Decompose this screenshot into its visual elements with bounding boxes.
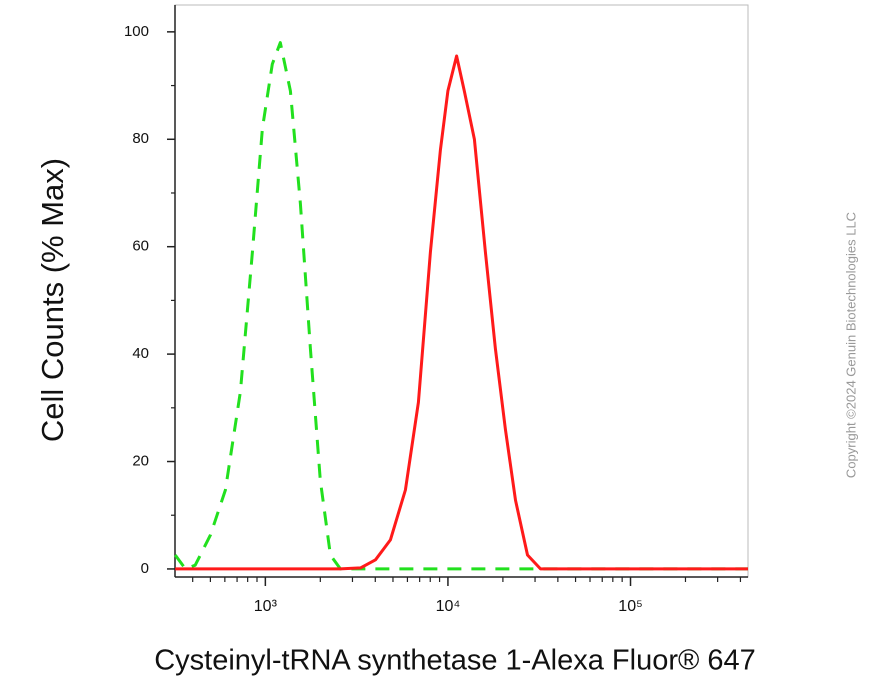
- y-tick-label: 60: [132, 238, 149, 255]
- x-tick-label: 10³: [254, 598, 278, 615]
- y-tick-label: 80: [132, 130, 149, 147]
- x-axis-label: Cysteinyl-tRNA synthetase 1-Alexa Fluor®…: [154, 645, 756, 677]
- y-tick-label: 20: [132, 452, 149, 469]
- series-line: [173, 41, 748, 571]
- plot-frame: [174, 4, 749, 578]
- watermark: Copyright ©2024 Genuin Biotechnologies L…: [843, 212, 858, 478]
- y-tick-label: 40: [132, 345, 149, 362]
- x-tick-label: 10⁵: [618, 598, 642, 615]
- x-tick-label: 10⁴: [436, 598, 461, 615]
- y-tick-label: 100: [124, 23, 149, 40]
- y-axis-label: Cell Counts (% Max): [35, 158, 70, 442]
- series-line: [175, 54, 748, 571]
- y-tick-label: 0: [141, 560, 149, 577]
